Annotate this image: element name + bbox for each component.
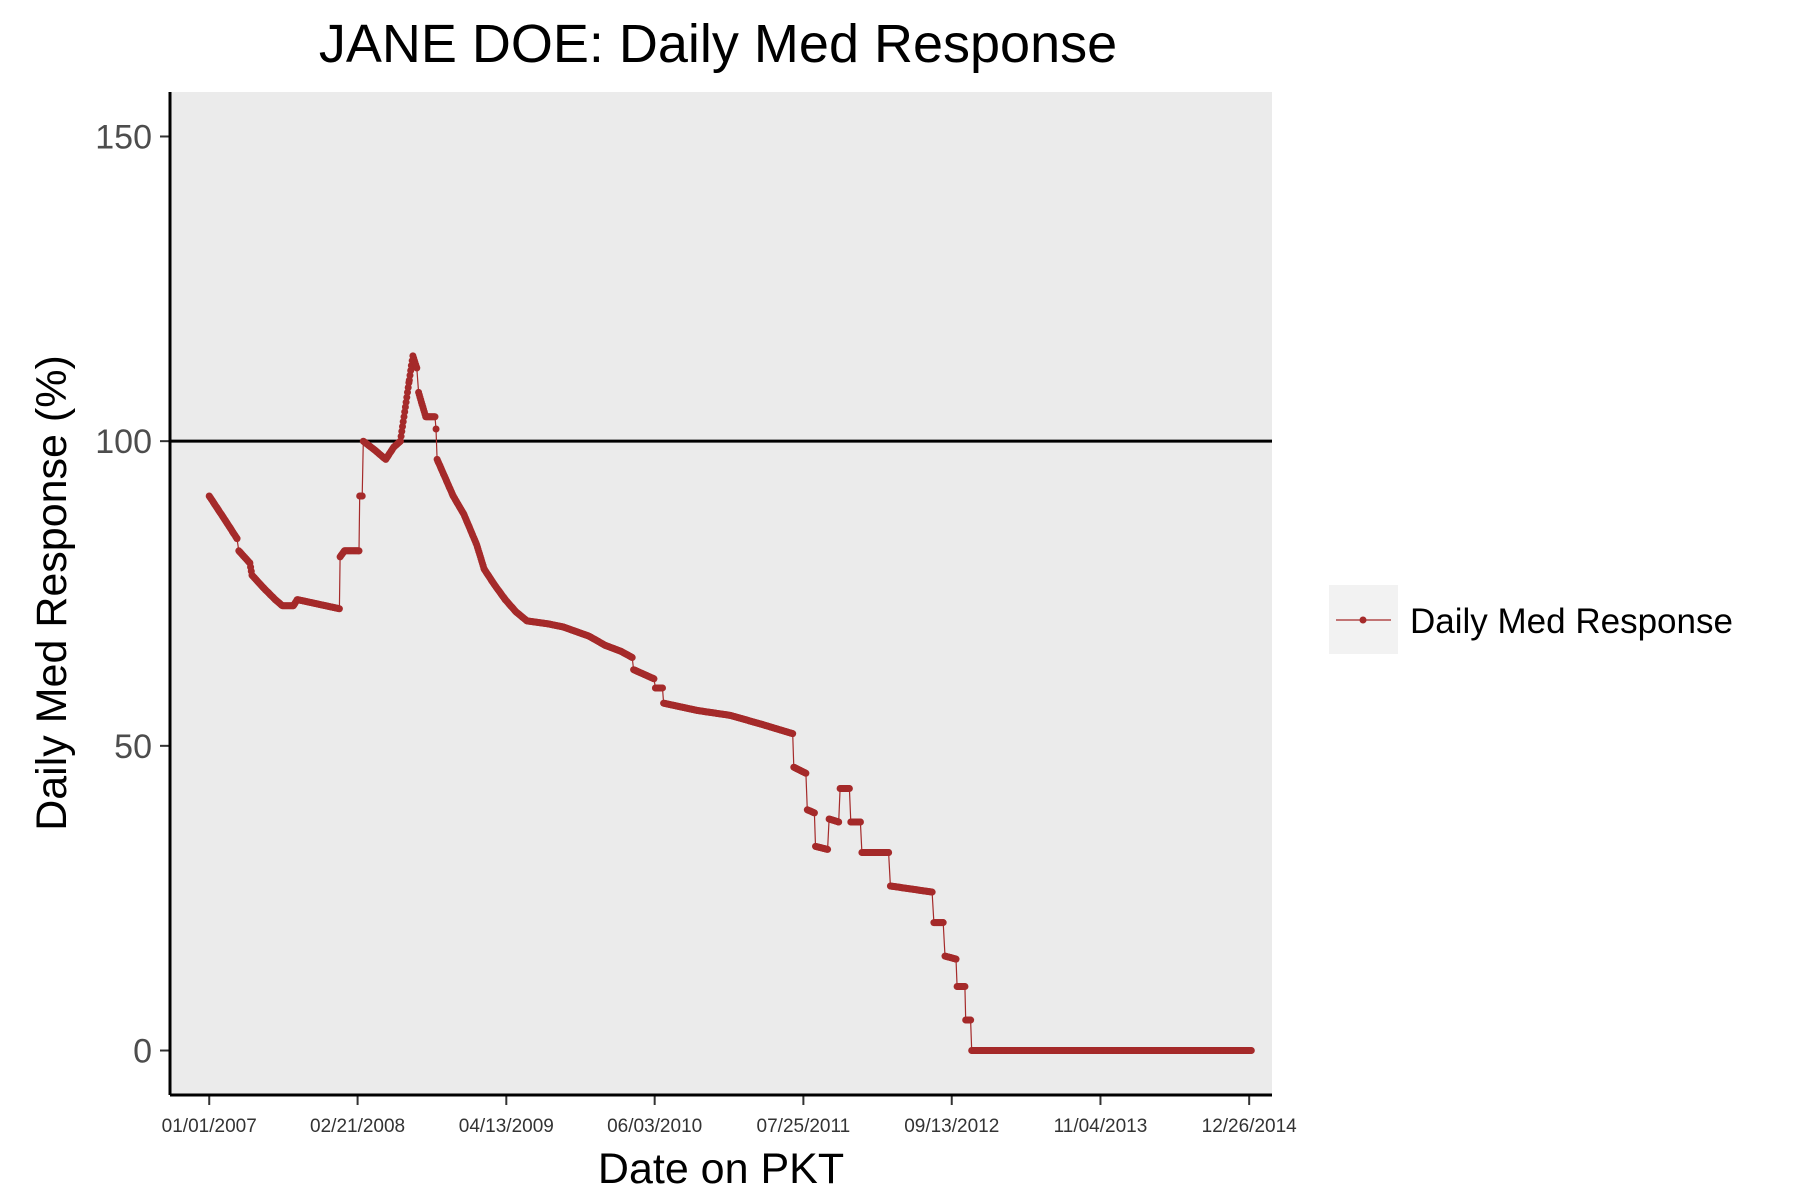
x-tick-label: 12/26/2014 — [1202, 1116, 1298, 1137]
y-axis-ticks: 0 50 100 150 — [95, 118, 170, 1071]
chart-title: JANE DOE: Daily Med Response — [319, 14, 1117, 74]
data-point — [845, 784, 853, 792]
data-point — [939, 919, 947, 927]
x-tick-label: 04/13/2009 — [459, 1116, 554, 1137]
legend: Daily Med Response — [1329, 585, 1733, 654]
data-point — [810, 809, 818, 817]
data-point — [358, 492, 366, 500]
data-point — [650, 675, 658, 683]
x-tick-label: 09/13/2012 — [904, 1116, 999, 1137]
data-point — [824, 845, 832, 853]
data-point — [233, 535, 241, 543]
data-point — [432, 425, 440, 433]
data-point — [335, 605, 343, 613]
data-point — [967, 1016, 975, 1024]
x-tick-label: 02/21/2008 — [310, 1116, 405, 1137]
y-tick-label: 0 — [133, 1033, 152, 1071]
data-point — [952, 955, 960, 963]
x-tick-label: 06/03/2010 — [607, 1116, 702, 1137]
y-tick-label: 150 — [95, 118, 152, 156]
x-tick-label: 11/04/2013 — [1054, 1116, 1148, 1137]
data-point — [928, 888, 936, 896]
x-axis-title: Date on PKT — [598, 1145, 844, 1193]
legend-label-daily-med-response: Daily Med Response — [1410, 602, 1733, 641]
y-tick-label: 100 — [95, 423, 152, 461]
y-tick-label: 50 — [114, 728, 152, 766]
data-point — [789, 730, 797, 738]
y-axis-title: Daily Med Response (%) — [28, 355, 76, 831]
plot-background — [170, 92, 1272, 1095]
data-point — [1247, 1047, 1255, 1055]
series-points-daily-med-response — [205, 352, 1255, 1055]
data-point — [659, 684, 667, 692]
data-point — [856, 818, 864, 826]
data-point — [802, 769, 810, 777]
legend-key-point — [1359, 616, 1367, 624]
data-point — [431, 413, 439, 421]
x-tick-label: 07/25/2011 — [757, 1116, 851, 1137]
data-point — [355, 547, 363, 555]
data-point — [961, 983, 969, 991]
data-point — [413, 364, 421, 372]
data-point — [835, 818, 843, 826]
data-point — [628, 653, 636, 661]
data-point — [885, 848, 893, 856]
x-tick-label: 01/01/2007 — [162, 1116, 257, 1137]
x-axis-ticks: 01/01/2007 02/21/2008 04/13/2009 06/03/2010… — [162, 1095, 1297, 1137]
